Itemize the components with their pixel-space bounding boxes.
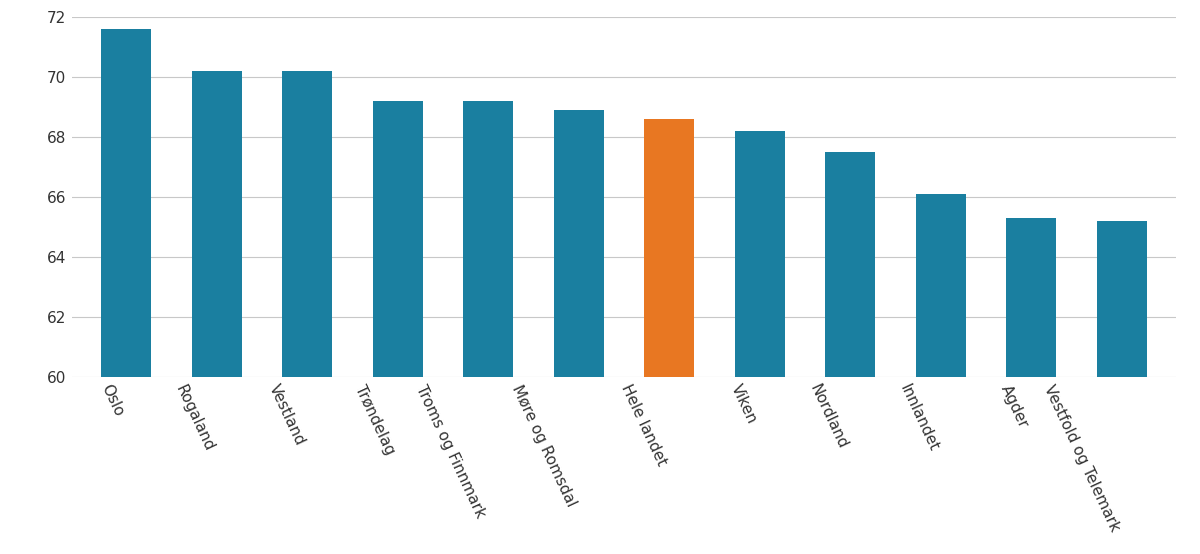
- Bar: [102, 29, 151, 554]
- Bar: [282, 71, 332, 554]
- Bar: [554, 110, 604, 554]
- Bar: [463, 101, 514, 554]
- Bar: [644, 119, 694, 554]
- Bar: [1007, 218, 1056, 554]
- Bar: [192, 71, 241, 554]
- Bar: [916, 194, 966, 554]
- Bar: [734, 131, 785, 554]
- Bar: [826, 152, 875, 554]
- Bar: [373, 101, 422, 554]
- Bar: [1097, 220, 1146, 554]
